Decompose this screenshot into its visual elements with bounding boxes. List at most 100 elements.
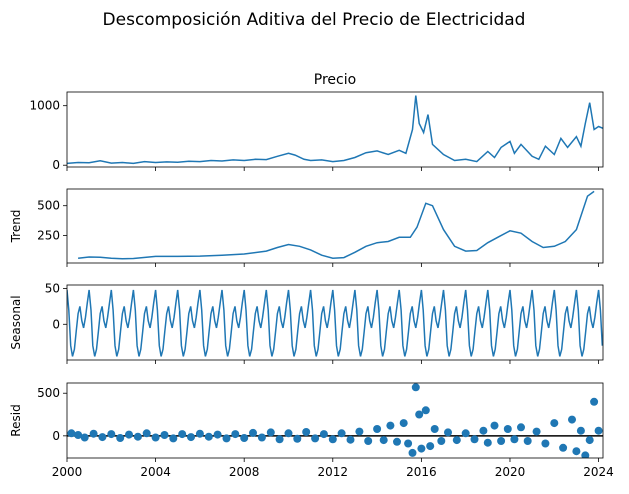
resid-point bbox=[337, 429, 346, 438]
resid-point bbox=[257, 433, 266, 442]
resid-axes-frame bbox=[66, 382, 604, 459]
resid-point bbox=[249, 428, 257, 437]
seasonal-plot-area bbox=[67, 289, 603, 357]
resid-point bbox=[532, 427, 541, 436]
resid-point bbox=[125, 430, 133, 439]
resid-point bbox=[293, 434, 302, 443]
resid-point bbox=[426, 442, 435, 451]
trend-series-line bbox=[78, 190, 595, 260]
figure-suptitle: Descomposición Aditiva del Precio de Ele… bbox=[103, 10, 526, 30]
precio-panel-title: Precio bbox=[314, 72, 356, 88]
xtick-label: 2000 bbox=[52, 465, 83, 479]
resid-point bbox=[411, 383, 420, 392]
resid-point bbox=[195, 429, 204, 438]
resid-point bbox=[169, 434, 178, 443]
precio-ytick-label: 1000 bbox=[29, 99, 60, 113]
resid-point bbox=[107, 430, 116, 439]
seasonal-ytick-label: 50 bbox=[45, 282, 60, 296]
resid-point bbox=[379, 436, 388, 445]
resid-ylabel: Resid bbox=[9, 404, 23, 436]
resid-plot-area bbox=[67, 383, 603, 458]
resid-point bbox=[483, 438, 492, 447]
resid-point bbox=[559, 443, 568, 452]
resid-point bbox=[503, 425, 512, 433]
resid-point bbox=[590, 397, 599, 406]
resid-point bbox=[510, 435, 519, 444]
resid-point bbox=[408, 448, 417, 457]
resid-point bbox=[275, 435, 284, 444]
resid-point bbox=[89, 429, 98, 438]
resid-point bbox=[240, 434, 249, 442]
resid-point bbox=[550, 419, 559, 428]
precio-plot-area bbox=[67, 95, 603, 165]
resid-point bbox=[417, 444, 426, 453]
resid-point bbox=[266, 428, 275, 437]
resid-point bbox=[222, 434, 231, 443]
resid-point bbox=[187, 433, 195, 442]
resid-point bbox=[415, 410, 424, 419]
resid-point bbox=[231, 430, 240, 439]
trend-ytick-label: 500 bbox=[37, 199, 60, 213]
resid-point bbox=[302, 428, 311, 436]
resid-point bbox=[490, 421, 499, 430]
resid-point bbox=[541, 439, 550, 448]
resid-point bbox=[581, 451, 590, 458]
resid-point bbox=[386, 421, 395, 430]
resid-point bbox=[178, 430, 187, 439]
resid-point bbox=[204, 432, 213, 441]
resid-point bbox=[497, 437, 506, 445]
resid-point bbox=[452, 436, 461, 445]
xtick-label: 2012 bbox=[318, 465, 349, 479]
resid-point bbox=[585, 436, 594, 445]
seasonal-ylabel: Seasonal bbox=[9, 295, 23, 349]
xtick-label: 2020 bbox=[495, 465, 526, 479]
resid-point bbox=[160, 431, 169, 439]
resid-ytick-label: 500 bbox=[37, 386, 60, 400]
resid-point bbox=[444, 428, 452, 437]
resid-point bbox=[319, 430, 328, 439]
trend-axes-frame bbox=[66, 188, 604, 264]
resid-point bbox=[404, 439, 413, 448]
resid-point bbox=[142, 429, 151, 438]
resid-point bbox=[116, 434, 125, 442]
resid-point bbox=[67, 429, 76, 438]
resid-point bbox=[311, 434, 320, 443]
trend-ylabel: Trend bbox=[9, 210, 23, 244]
resid-panel: 0 500 2000 2004 2008 2012 2016 2020 2024 Resid bbox=[9, 382, 614, 479]
seasonal-series-line bbox=[67, 289, 603, 357]
precio-axes-frame bbox=[66, 91, 604, 168]
resid-point bbox=[568, 415, 576, 424]
resid-point bbox=[328, 435, 337, 444]
trend-ytick-label: 250 bbox=[37, 229, 60, 243]
resid-point bbox=[594, 426, 603, 435]
resid-point bbox=[133, 432, 142, 441]
resid-point bbox=[523, 437, 532, 445]
resid-point bbox=[213, 430, 222, 439]
resid-point bbox=[437, 437, 446, 445]
resid-point bbox=[399, 419, 408, 428]
resid-point bbox=[373, 425, 382, 433]
trend-plot-area bbox=[78, 190, 595, 260]
resid-point bbox=[430, 425, 439, 433]
resid-point bbox=[461, 429, 470, 438]
resid-point bbox=[393, 437, 401, 446]
resid-point bbox=[284, 429, 293, 438]
resid-point bbox=[74, 431, 83, 439]
precio-ytick-label: 0 bbox=[52, 158, 60, 172]
seasonal-ytick-label: 0 bbox=[52, 317, 60, 331]
resid-point bbox=[421, 406, 430, 415]
precio-panel: 0 1000 Precio bbox=[29, 72, 604, 172]
seasonal-panel: 0 50 Seasonal bbox=[9, 282, 604, 364]
xtick-label: 2004 bbox=[140, 465, 171, 479]
resid-ytick-label: 0 bbox=[52, 429, 60, 443]
resid-point bbox=[364, 437, 373, 445]
resid-point bbox=[517, 423, 525, 432]
seasonal-axes-frame bbox=[66, 284, 604, 361]
precio-series-line bbox=[67, 95, 603, 165]
resid-point bbox=[346, 435, 355, 444]
xtick-label: 2008 bbox=[229, 465, 260, 479]
resid-point bbox=[355, 427, 364, 436]
resid-point bbox=[572, 447, 581, 456]
trend-panel: 250 500 Trend bbox=[9, 188, 604, 267]
